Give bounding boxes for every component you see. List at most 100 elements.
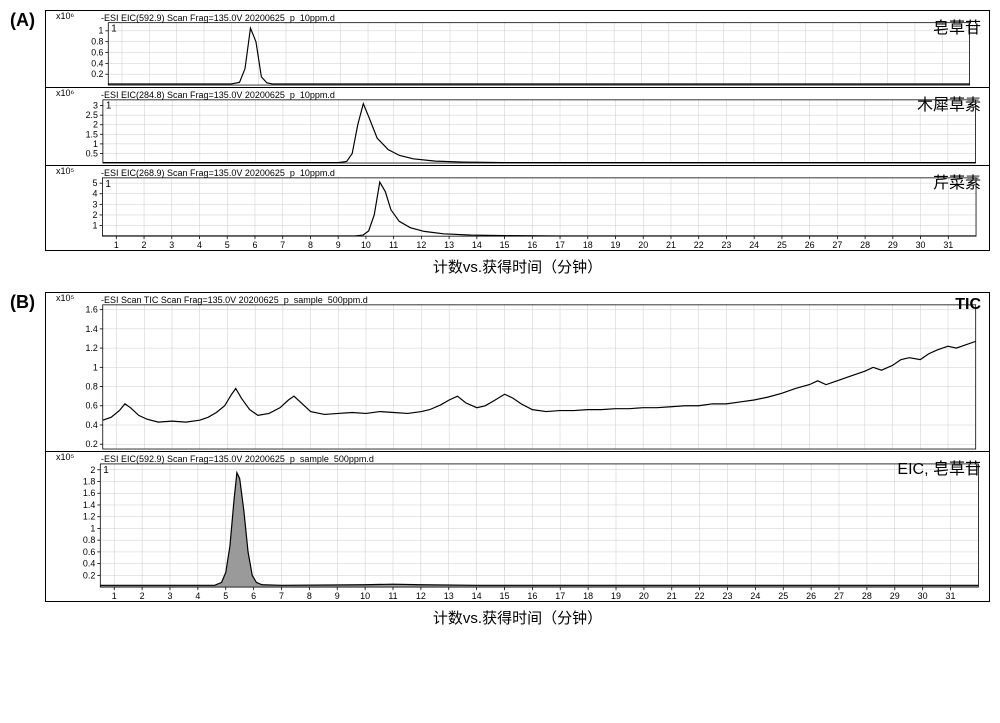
chart-internal-title: -ESI EIC(592.9) Scan Frag=135.0V 2020062… [101, 13, 335, 23]
svg-text:31: 31 [946, 591, 956, 601]
panel-b-label: (B) [10, 292, 35, 313]
svg-text:0.2: 0.2 [85, 439, 97, 449]
svg-text:1: 1 [93, 221, 98, 231]
svg-text:1.4: 1.4 [85, 324, 97, 334]
svg-text:1: 1 [90, 523, 95, 533]
svg-text:19: 19 [611, 591, 621, 601]
chart-row: 10.20.40.60.811.21.41.61.821234567891011… [45, 452, 990, 602]
svg-text:7: 7 [280, 240, 285, 250]
svg-text:1: 1 [111, 23, 116, 34]
svg-text:0.4: 0.4 [85, 420, 97, 430]
svg-text:10: 10 [360, 591, 370, 601]
svg-text:8: 8 [308, 240, 313, 250]
svg-text:0.4: 0.4 [83, 559, 95, 569]
svg-text:1: 1 [93, 362, 98, 372]
svg-text:17: 17 [555, 591, 565, 601]
svg-text:14: 14 [472, 240, 482, 250]
svg-text:26: 26 [805, 240, 815, 250]
svg-text:2: 2 [90, 465, 95, 475]
svg-text:25: 25 [777, 240, 787, 250]
svg-text:25: 25 [778, 591, 788, 601]
svg-text:18: 18 [583, 240, 593, 250]
svg-text:0.2: 0.2 [83, 570, 95, 580]
svg-text:1.4: 1.4 [83, 500, 95, 510]
svg-text:20: 20 [639, 591, 649, 601]
panel-a-label: (A) [10, 10, 35, 31]
svg-text:12: 12 [416, 240, 426, 250]
svg-text:0.8: 0.8 [85, 382, 97, 392]
y-axis-exponent: x10⁵ [56, 452, 74, 462]
panel-a: (A) 10.20.40.60.81x10⁶-ESI EIC(592.9) Sc… [10, 10, 990, 277]
chart-internal-title: -ESI EIC(284.8) Scan Frag=135.0V 2020062… [101, 90, 335, 100]
y-axis-exponent: x10⁵ [56, 293, 74, 303]
svg-text:26: 26 [806, 591, 816, 601]
svg-text:4: 4 [93, 189, 98, 199]
svg-text:22: 22 [694, 240, 704, 250]
figure-container: (A) 10.20.40.60.81x10⁶-ESI EIC(592.9) Sc… [10, 10, 990, 628]
svg-text:3: 3 [167, 591, 172, 601]
compound-label: EIC, 皂草苷 [897, 455, 981, 479]
compound-label: 芹菜素 [933, 169, 981, 193]
svg-text:6: 6 [251, 591, 256, 601]
svg-text:15: 15 [500, 240, 510, 250]
svg-text:23: 23 [722, 240, 732, 250]
svg-text:2.5: 2.5 [86, 110, 98, 120]
panel-b-axis-label: 计数vs.获得时间（分钟） [45, 607, 990, 628]
svg-text:1: 1 [93, 139, 98, 149]
svg-text:1: 1 [112, 591, 117, 601]
svg-text:19: 19 [611, 240, 621, 250]
panel-a-axis-label: 计数vs.获得时间（分钟） [45, 256, 990, 277]
chart-row: 0.20.40.60.811.21.41.6x10⁵-ESI Scan TIC … [45, 292, 990, 452]
svg-text:9: 9 [335, 591, 340, 601]
svg-text:4: 4 [195, 591, 200, 601]
svg-text:3: 3 [93, 199, 98, 209]
svg-text:11: 11 [388, 591, 397, 601]
svg-text:9: 9 [336, 240, 341, 250]
svg-text:4: 4 [197, 240, 202, 250]
svg-text:27: 27 [834, 591, 844, 601]
svg-text:1: 1 [106, 101, 111, 112]
svg-text:1.2: 1.2 [85, 343, 97, 353]
svg-text:21: 21 [666, 240, 676, 250]
svg-text:1.5: 1.5 [86, 129, 98, 139]
svg-text:3: 3 [93, 101, 98, 111]
svg-text:27: 27 [832, 240, 842, 250]
chart-row: 10.20.40.60.81x10⁶-ESI EIC(592.9) Scan F… [45, 10, 990, 88]
svg-text:14: 14 [472, 591, 482, 601]
chart-internal-title: -ESI EIC(268.9) Scan Frag=135.0V 2020062… [101, 168, 335, 178]
y-axis-exponent: x10⁵ [56, 166, 74, 176]
svg-text:5: 5 [223, 591, 228, 601]
chart-row: 10.511.522.53x10⁶-ESI EIC(284.8) Scan Fr… [45, 88, 990, 166]
chromatogram-chart: 10.20.40.60.811.21.41.61.821234567891011… [46, 452, 989, 601]
panel-a-chart-stack: 10.20.40.60.81x10⁶-ESI EIC(592.9) Scan F… [45, 10, 990, 251]
svg-text:30: 30 [918, 591, 928, 601]
svg-text:5: 5 [225, 240, 230, 250]
svg-text:0.2: 0.2 [91, 69, 103, 79]
panel-b: (B) 0.20.40.60.811.21.41.6x10⁵-ESI Scan … [10, 292, 990, 628]
svg-text:24: 24 [750, 591, 760, 601]
svg-text:0.6: 0.6 [91, 47, 103, 57]
svg-text:13: 13 [444, 240, 454, 250]
svg-text:29: 29 [890, 591, 900, 601]
y-axis-exponent: x10⁶ [56, 11, 74, 21]
svg-text:22: 22 [695, 591, 705, 601]
svg-text:23: 23 [723, 591, 733, 601]
svg-text:2: 2 [93, 120, 98, 130]
panel-b-chart-stack: 0.20.40.60.811.21.41.6x10⁵-ESI Scan TIC … [45, 292, 990, 602]
svg-text:1: 1 [99, 26, 104, 36]
svg-text:2: 2 [140, 591, 145, 601]
chart-row: 1123451234567891011121314151617181920212… [45, 166, 990, 251]
svg-text:31: 31 [943, 240, 953, 250]
svg-text:11: 11 [389, 240, 398, 250]
svg-text:28: 28 [862, 591, 872, 601]
svg-text:0.4: 0.4 [91, 58, 103, 68]
svg-text:0.5: 0.5 [86, 148, 98, 158]
svg-text:28: 28 [860, 240, 870, 250]
svg-text:1: 1 [103, 465, 109, 476]
svg-text:16: 16 [527, 240, 537, 250]
svg-text:30: 30 [916, 240, 926, 250]
svg-text:1: 1 [105, 179, 111, 190]
compound-label: 皂草苷 [933, 14, 981, 38]
svg-text:0.8: 0.8 [83, 535, 95, 545]
svg-text:7: 7 [279, 591, 284, 601]
